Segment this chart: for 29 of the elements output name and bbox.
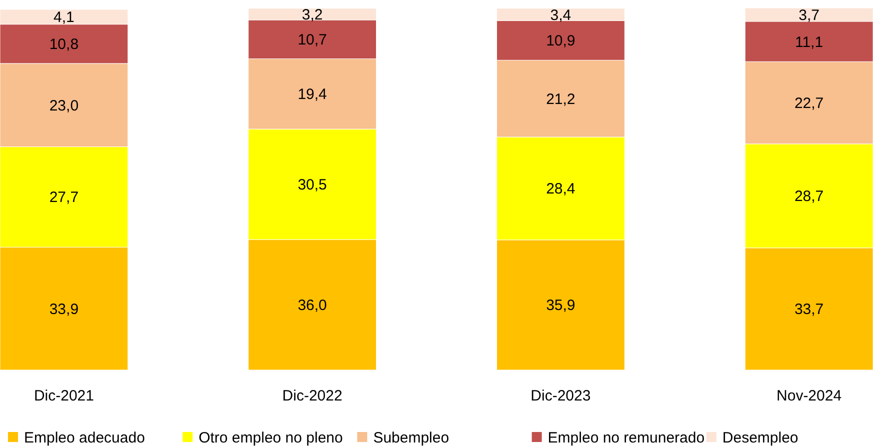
legend-label: Desempleo xyxy=(722,429,798,446)
legend-label: Empleo no remunerado xyxy=(548,429,705,446)
data-label: 36,0 xyxy=(298,297,327,314)
data-label: 22,7 xyxy=(794,95,824,112)
data-label: 28,7 xyxy=(794,188,824,206)
x-tick-label: Dic-2021 xyxy=(34,387,94,404)
x-tick-label: Dic-2023 xyxy=(530,387,591,404)
x-tick-label: Nov-2024 xyxy=(776,387,842,404)
data-label: 3,2 xyxy=(302,6,323,24)
legend-label: Otro empleo no pleno xyxy=(198,429,343,446)
data-label: 27,7 xyxy=(49,189,79,206)
legend-label: Subempleo xyxy=(373,429,450,446)
x-tick-label: Dic-2022 xyxy=(282,387,342,404)
data-label: 28,4 xyxy=(546,180,576,198)
data-label: 10,8 xyxy=(49,36,79,54)
data-label: 4,1 xyxy=(54,9,74,26)
legend-label: Empleo adecuado xyxy=(24,429,145,446)
data-label: 30,5 xyxy=(298,176,327,194)
data-label: 21,2 xyxy=(546,90,576,108)
data-label: 33,7 xyxy=(794,301,824,318)
data-label: 10,7 xyxy=(298,32,327,49)
data-label: 3,7 xyxy=(798,6,820,24)
data-label: 3,4 xyxy=(550,6,572,24)
data-label: 19,4 xyxy=(298,86,327,104)
data-label: 23,0 xyxy=(49,97,79,114)
data-label: 10,9 xyxy=(546,32,576,50)
data-label: 35,9 xyxy=(546,297,576,314)
data-label: 33,9 xyxy=(49,300,79,318)
data-label: 11,1 xyxy=(795,34,824,51)
